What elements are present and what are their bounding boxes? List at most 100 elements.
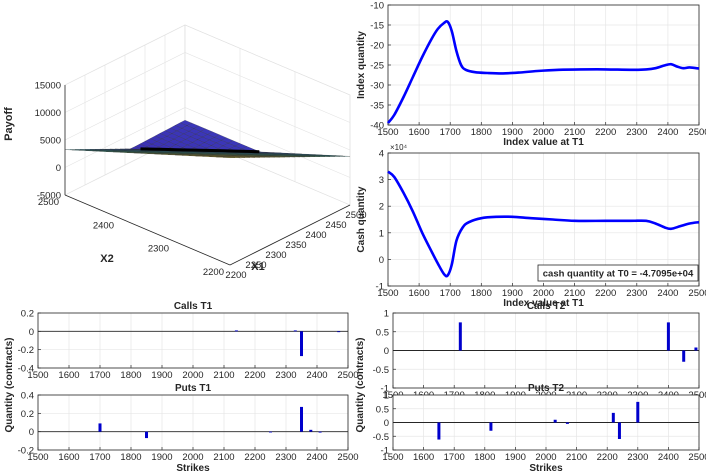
x-tick-label: 2300: [627, 452, 648, 463]
x-tick-label: 1900: [502, 288, 523, 299]
y-tick-label: 0.2: [21, 309, 34, 320]
x-axis-label: Strikes: [176, 463, 210, 473]
y-tick-label: -35: [370, 101, 384, 112]
bar: [337, 331, 341, 333]
annotation-box: [537, 264, 699, 282]
x-tick-label: 1900: [151, 370, 172, 381]
bar: [300, 331, 303, 357]
x-tick-label: 1500: [27, 452, 48, 463]
axes-frame: [37, 394, 349, 451]
y-tick-label: -0.5: [373, 432, 389, 443]
bar: [694, 347, 698, 351]
y-tick-label: -10: [370, 1, 384, 12]
x-tick-label: 1700: [89, 370, 110, 381]
y-tick-label: -20: [370, 41, 384, 52]
bar: [293, 330, 297, 332]
x-tick-label: 2500: [688, 127, 706, 138]
x-tick-label: 1700: [440, 288, 461, 299]
x-tick-label: 2400: [658, 452, 679, 463]
x1-axis-line: [229, 204, 351, 266]
x-tick-label: 2300: [275, 452, 296, 463]
y-axis-label: Index quantity: [356, 31, 367, 99]
x-tick-label: 1900: [502, 127, 523, 138]
x-tick-label: 2400: [306, 370, 327, 381]
shared-y-label-right: Quantity (contracts): [355, 337, 366, 432]
bar: [98, 423, 102, 432]
x-tick-label: 2100: [213, 452, 234, 463]
x-tick-label: 1700: [444, 452, 465, 463]
cash-quantity-plot: 1500 1600 1700 1800 1900 2000 2100 2200 2300 2400…: [356, 143, 706, 309]
x-axis-label: Index value at T1: [503, 137, 584, 148]
bar: [309, 429, 313, 432]
y-tick-label: -30: [370, 81, 384, 92]
x-tick-label: 1900: [505, 452, 526, 463]
x-tick-label: 2400: [657, 288, 678, 299]
x1-tick-label: 2200: [225, 270, 246, 281]
y-tick-label: -40: [370, 121, 384, 132]
bar: [565, 422, 569, 424]
y-tick-label: 0.2: [21, 409, 34, 420]
kink-line: [140, 147, 260, 154]
z-tick-label: 0: [56, 163, 61, 174]
x-tick-label: 1700: [440, 127, 461, 138]
plot-title: Calls T2: [527, 301, 566, 312]
y-tick-label: 0: [384, 346, 389, 357]
surface-plot: 2200225023002350240024502500220023002400…: [3, 24, 367, 281]
z-tick-label: 5000: [40, 136, 61, 147]
puts-t1-plot: 1500 1600 1700 1800 1900 2000 2100 2200 2300 2400…: [18, 383, 359, 473]
z-tick-label: -5000: [37, 191, 61, 202]
x2-tick-label: 2400: [93, 220, 114, 231]
x-tick-label: 2000: [533, 288, 554, 299]
y-tick-label: -0.2: [18, 446, 34, 457]
y-tick-label: 4: [379, 149, 384, 160]
x2-axis-label: X2: [100, 253, 113, 265]
y-tick-label: -0.5: [373, 365, 389, 376]
x-tick-label: 2000: [533, 127, 554, 138]
x-tick-label: 2200: [595, 127, 616, 138]
x-tick-label: 2500: [337, 452, 358, 463]
calls-t2-plot: 1500160017001800190020002100220023002400…: [373, 301, 706, 401]
plot-title: Puts T1: [175, 383, 212, 394]
x-tick-label: 1600: [413, 452, 434, 463]
y-tick-label: -25: [370, 61, 384, 72]
x-tick-label: 2100: [566, 452, 587, 463]
x-tick-label: 2200: [244, 370, 265, 381]
bar: [636, 401, 640, 423]
bar: [666, 322, 670, 351]
x1-tick-label: 2400: [305, 230, 326, 241]
x-tick-label: 1600: [58, 452, 79, 463]
y-tick-label: -1: [376, 282, 384, 293]
axes-frame: [387, 4, 700, 126]
annotation-text: cash quantity at T0 = -4.7095e+04: [543, 269, 694, 280]
y-tick-label: 2: [379, 202, 384, 213]
y-tick-label: 0: [379, 255, 384, 266]
plot-title: Calls T1: [174, 301, 213, 312]
x-tick-label: 2000: [182, 370, 203, 381]
x1-tick-label: 2350: [285, 240, 306, 251]
x-tick-label: 1800: [471, 288, 492, 299]
x-tick-label: 2300: [626, 127, 647, 138]
x-tick-label: 1800: [120, 452, 141, 463]
z-tick-label: 10000: [35, 108, 61, 119]
x-tick-label: 1900: [151, 452, 172, 463]
bar: [458, 322, 462, 351]
y-axis-label: Cash quantity: [356, 186, 367, 253]
y-tick-label: 0.5: [376, 327, 389, 338]
y-tick-label: 0: [29, 327, 34, 338]
y-tick-label: 0: [384, 418, 389, 429]
bar: [437, 422, 441, 440]
x-tick-label: 2200: [597, 452, 618, 463]
x-tick-label: 2200: [595, 288, 616, 299]
x-tick-label: 2500: [337, 370, 358, 381]
x-tick-label: 2000: [182, 452, 203, 463]
x-tick-label: 1500: [27, 370, 48, 381]
bar: [489, 422, 493, 431]
bar: [300, 406, 303, 432]
axes-frame: [387, 152, 700, 287]
y-tick-label: -1: [381, 446, 389, 457]
bar: [269, 431, 272, 433]
x-tick-label: 1600: [58, 370, 79, 381]
y-tick-label: -0.2: [18, 345, 34, 356]
x-tick-label: 2300: [275, 370, 296, 381]
y-tick-label: -0.4: [18, 364, 34, 375]
